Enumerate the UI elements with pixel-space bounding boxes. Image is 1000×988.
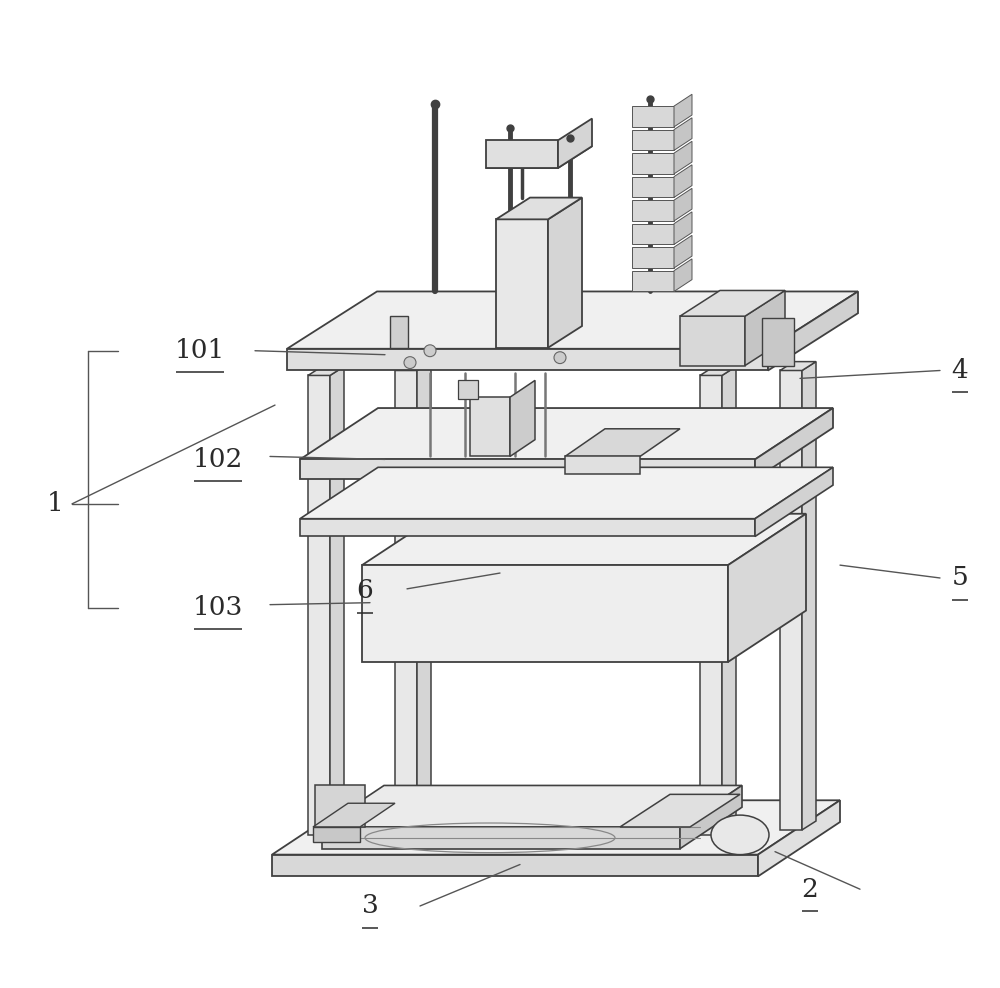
Polygon shape xyxy=(674,94,692,126)
Polygon shape xyxy=(762,318,794,366)
Polygon shape xyxy=(674,259,692,291)
Polygon shape xyxy=(322,785,742,827)
Polygon shape xyxy=(395,370,417,830)
Circle shape xyxy=(554,352,566,364)
Polygon shape xyxy=(308,375,330,835)
Polygon shape xyxy=(632,247,674,268)
Polygon shape xyxy=(313,827,360,842)
Polygon shape xyxy=(510,380,535,456)
Polygon shape xyxy=(680,785,742,849)
Polygon shape xyxy=(458,380,478,399)
Polygon shape xyxy=(674,118,692,150)
Polygon shape xyxy=(632,106,674,126)
Polygon shape xyxy=(496,198,582,219)
Text: 6: 6 xyxy=(357,578,373,604)
Polygon shape xyxy=(565,429,680,456)
Polygon shape xyxy=(680,290,785,316)
Polygon shape xyxy=(620,794,740,827)
Polygon shape xyxy=(780,370,802,830)
Polygon shape xyxy=(287,349,768,370)
Text: 5: 5 xyxy=(952,565,968,591)
Polygon shape xyxy=(674,211,692,244)
Polygon shape xyxy=(300,519,755,536)
Polygon shape xyxy=(395,362,431,370)
Polygon shape xyxy=(417,362,431,830)
Polygon shape xyxy=(674,189,692,221)
Polygon shape xyxy=(390,316,408,348)
Polygon shape xyxy=(674,141,692,174)
Ellipse shape xyxy=(711,815,769,855)
Polygon shape xyxy=(755,408,833,479)
Polygon shape xyxy=(632,223,674,244)
Polygon shape xyxy=(745,290,785,366)
Text: 2: 2 xyxy=(802,876,818,902)
Polygon shape xyxy=(486,140,558,168)
Polygon shape xyxy=(486,146,592,168)
Polygon shape xyxy=(802,362,816,830)
Polygon shape xyxy=(548,198,582,348)
Polygon shape xyxy=(558,119,592,168)
Circle shape xyxy=(424,345,436,357)
Text: 102: 102 xyxy=(193,447,243,472)
Polygon shape xyxy=(755,467,833,536)
Text: 4: 4 xyxy=(952,358,968,383)
Polygon shape xyxy=(300,467,833,519)
Polygon shape xyxy=(722,367,736,835)
Polygon shape xyxy=(315,785,365,827)
Text: 101: 101 xyxy=(175,338,225,364)
Polygon shape xyxy=(362,514,806,565)
Polygon shape xyxy=(313,803,395,827)
Polygon shape xyxy=(272,855,758,876)
Polygon shape xyxy=(308,367,344,375)
Polygon shape xyxy=(768,291,858,370)
Polygon shape xyxy=(700,375,722,835)
Polygon shape xyxy=(330,367,344,835)
Polygon shape xyxy=(632,177,674,198)
Polygon shape xyxy=(287,291,858,349)
Polygon shape xyxy=(780,362,816,370)
Polygon shape xyxy=(680,316,745,366)
Polygon shape xyxy=(632,129,674,150)
Text: 3: 3 xyxy=(362,893,378,919)
Polygon shape xyxy=(700,367,736,375)
Polygon shape xyxy=(632,153,674,174)
Polygon shape xyxy=(362,565,728,662)
Text: 103: 103 xyxy=(193,595,243,620)
Polygon shape xyxy=(322,827,680,849)
Polygon shape xyxy=(272,800,840,855)
Polygon shape xyxy=(674,165,692,198)
Polygon shape xyxy=(300,408,833,459)
Circle shape xyxy=(404,357,416,369)
Polygon shape xyxy=(632,201,674,221)
Polygon shape xyxy=(496,219,548,348)
Text: 1: 1 xyxy=(47,491,63,517)
Polygon shape xyxy=(565,456,640,474)
Polygon shape xyxy=(300,459,755,479)
Polygon shape xyxy=(470,397,510,456)
Polygon shape xyxy=(632,271,674,291)
Polygon shape xyxy=(758,800,840,876)
Polygon shape xyxy=(728,514,806,662)
Polygon shape xyxy=(674,235,692,268)
